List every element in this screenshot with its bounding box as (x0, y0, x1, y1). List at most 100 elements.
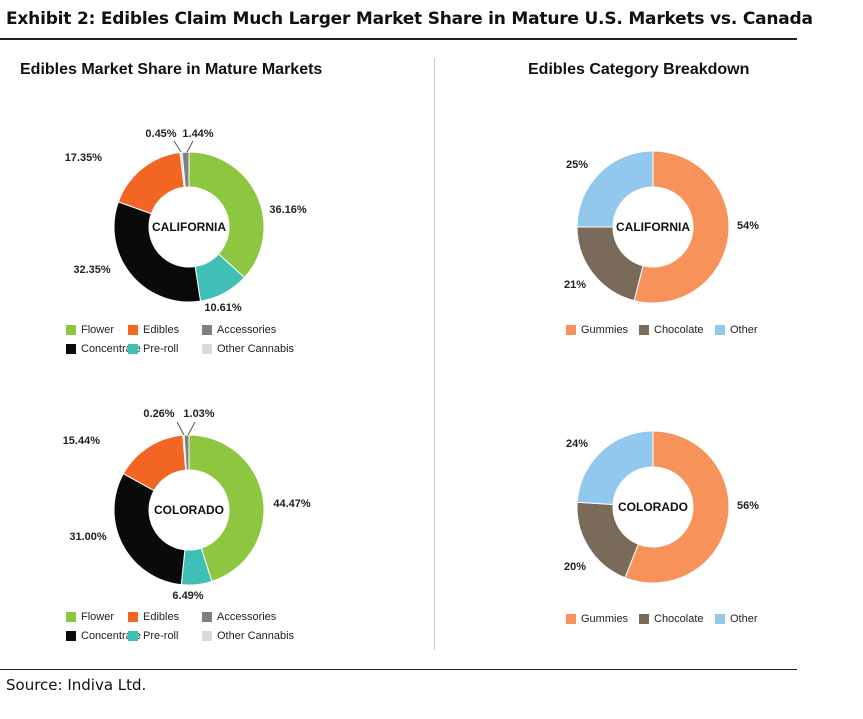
data-label-pre-roll: 6.49% (172, 590, 203, 602)
slice-gummies (633, 150, 730, 304)
legend-swatch (566, 614, 576, 624)
data-label-accessories: 1.44% (182, 128, 213, 140)
legend-label: Chocolate (654, 324, 704, 336)
legend-item-chocolate: Chocolate (639, 613, 704, 625)
legend-label: Edibles (143, 611, 180, 623)
legend-item-flower: Flower (66, 611, 114, 623)
legend-label: Other (730, 324, 758, 336)
legend-item-other-cannabis: Other Cannabis (202, 343, 294, 355)
legend-swatch (715, 325, 725, 335)
leader-line-accessories (187, 421, 196, 436)
leader-line-other-cannabis (173, 140, 182, 153)
bottom-rule (0, 669, 797, 670)
legend-label: Pre-roll (143, 630, 179, 642)
legend-label: Other Cannabis (217, 343, 295, 355)
legend-swatch (66, 325, 76, 335)
legend-swatch (639, 325, 649, 335)
legend-item-edibles: Edibles (128, 611, 179, 623)
slice-concentrate (113, 201, 202, 303)
slice-accessories (183, 434, 190, 471)
legend-item-gummies: Gummies (566, 324, 628, 336)
slice-accessories (181, 151, 190, 188)
center-label: COLORADO (154, 503, 224, 517)
legend-label: Accessories (217, 611, 277, 623)
legend-item-other-cannabis: Other Cannabis (202, 630, 294, 642)
top-rule (0, 38, 797, 40)
legend-swatch (202, 612, 212, 622)
data-label-accessories: 1.03% (183, 408, 214, 420)
legend-swatch (128, 325, 138, 335)
data-label-other: 24% (566, 438, 588, 450)
legend-item-edibles: Edibles (128, 324, 179, 336)
legend-swatch (66, 631, 76, 641)
panel-divider (434, 58, 435, 650)
legend-item-accessories: Accessories (202, 324, 276, 336)
legend-label: Concentrate (81, 343, 141, 355)
data-label-gummies: 54% (737, 220, 759, 232)
leader-line-accessories (186, 140, 194, 153)
legend-item-other: Other (715, 613, 758, 625)
slice-flower (188, 151, 265, 279)
legend-label: Gummies (581, 613, 629, 625)
legend-swatch (66, 612, 76, 622)
legend-swatch (566, 325, 576, 335)
legend-swatch (639, 614, 649, 624)
data-label-chocolate: 21% (564, 279, 586, 291)
legend-label: Edibles (143, 324, 180, 336)
data-label-concentrate: 31.00% (69, 531, 107, 543)
data-label-other-cannabis: 0.26% (143, 408, 174, 420)
legend-swatch (202, 631, 212, 641)
legend-item-other: Other (715, 324, 758, 336)
legend-label: Flower (81, 324, 115, 336)
data-label-flower: 44.47% (273, 498, 311, 510)
data-label-edibles: 17.35% (65, 152, 103, 164)
data-label-other-cannabis: 0.45% (145, 128, 176, 140)
center-label: CALIFORNIA (152, 220, 226, 234)
data-label-flower: 36.16% (269, 204, 307, 216)
data-label-other: 25% (566, 159, 588, 171)
legend-item-accessories: Accessories (202, 611, 276, 623)
data-label-chocolate: 20% (564, 561, 586, 573)
left-panel-title: Edibles Market Share in Mature Markets (20, 61, 323, 78)
legend-swatch (128, 344, 138, 354)
data-label-concentrate: 32.35% (73, 264, 111, 276)
legend-swatch (66, 344, 76, 354)
legend-label: Other Cannabis (217, 630, 295, 642)
legend-item-concentrate: Concentrate (66, 630, 141, 642)
legend-label: Chocolate (654, 613, 704, 625)
exhibit-title: Exhibit 2: Edibles Claim Much Larger Mar… (6, 9, 813, 29)
slice-concentrate (113, 472, 186, 586)
slice-flower (188, 434, 265, 583)
legend-item-pre-roll: Pre-roll (128, 343, 178, 355)
source-note: Source: Indiva Ltd. (6, 676, 147, 694)
center-label: COLORADO (618, 500, 688, 514)
right-panel-title: Edibles Category Breakdown (528, 61, 750, 78)
slice-other (576, 430, 654, 506)
legend-item-chocolate: Chocolate (639, 324, 704, 336)
legend-swatch (715, 614, 725, 624)
legend-label: Accessories (217, 324, 277, 336)
data-label-edibles: 15.44% (63, 435, 101, 447)
legend-label: Pre-roll (143, 343, 179, 355)
leader-line-other-cannabis (176, 421, 185, 436)
legend-label: Flower (81, 611, 115, 623)
legend-item-flower: Flower (66, 324, 114, 336)
legend-swatch (202, 344, 212, 354)
slice-gummies (624, 430, 730, 584)
legend-label: Gummies (581, 324, 629, 336)
legend-swatch (128, 631, 138, 641)
slice-other (576, 150, 654, 228)
legend-swatch (202, 325, 212, 335)
legend-item-gummies: Gummies (566, 613, 628, 625)
legend-item-concentrate: Concentrate (66, 343, 141, 355)
legend-label: Concentrate (81, 630, 141, 642)
legend-item-pre-roll: Pre-roll (128, 630, 178, 642)
data-label-gummies: 56% (737, 500, 759, 512)
legend-swatch (128, 612, 138, 622)
legend-label: Other (730, 613, 758, 625)
center-label: CALIFORNIA (616, 220, 690, 234)
